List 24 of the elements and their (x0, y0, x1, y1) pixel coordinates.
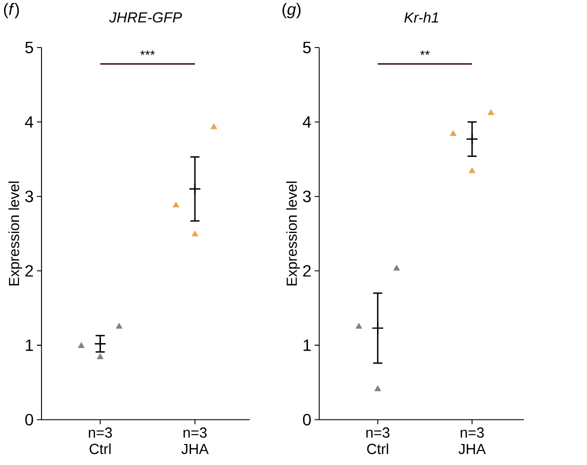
y-tick-label: 2 (25, 265, 33, 276)
y-tick-label: 4 (302, 116, 312, 128)
x-tick-label: n=3 Ctrl (88, 427, 112, 454)
y-tick-label: 5 (303, 42, 311, 54)
y-tick-label: 0 (303, 414, 311, 426)
annotation: ** (420, 50, 430, 55)
text: (f) (4, 2, 19, 18)
x-tick-label: n=3 JHA (458, 427, 486, 454)
y-tick-label: 3 (303, 190, 311, 202)
y-tick-label: 4 (25, 116, 34, 128)
annotation: *** (140, 50, 155, 55)
y-tick-label: 3 (25, 190, 34, 202)
x-tick-label: n=3 Ctrl (366, 427, 390, 454)
y-axis-title: Expression level (8, 182, 22, 286)
y-axis-title: Expression level (286, 182, 300, 286)
y-tick-label: 1 (26, 340, 33, 351)
chart-title: Kr-h1 (404, 12, 438, 22)
text: (g) (282, 2, 300, 18)
y-tick-label: 5 (25, 42, 34, 54)
y-tick-label: 1 (304, 340, 311, 351)
x-tick-label: n=3 JHA (181, 427, 209, 454)
chart-title: JHRE-GFP (109, 12, 182, 22)
y-tick-label: 0 (25, 414, 34, 426)
y-tick-label: 2 (303, 265, 311, 276)
